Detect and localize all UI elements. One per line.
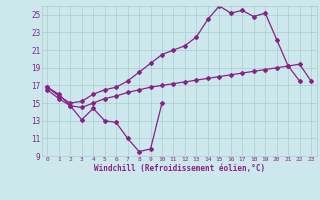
- X-axis label: Windchill (Refroidissement éolien,°C): Windchill (Refroidissement éolien,°C): [94, 164, 265, 173]
